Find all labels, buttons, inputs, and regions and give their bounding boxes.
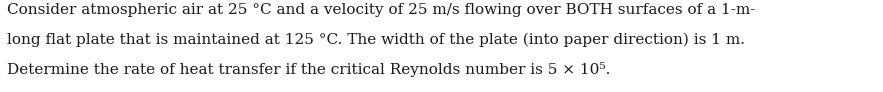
Text: Determine the rate of heat transfer if the critical Reynolds number is 5 × 10⁵.: Determine the rate of heat transfer if t… [7,62,610,77]
Text: long flat plate that is maintained at 125 °C. The width of the plate (into paper: long flat plate that is maintained at 12… [7,32,745,47]
Text: Consider atmospheric air at 25 °C and a velocity of 25 m/s flowing over BOTH sur: Consider atmospheric air at 25 °C and a … [7,3,756,17]
